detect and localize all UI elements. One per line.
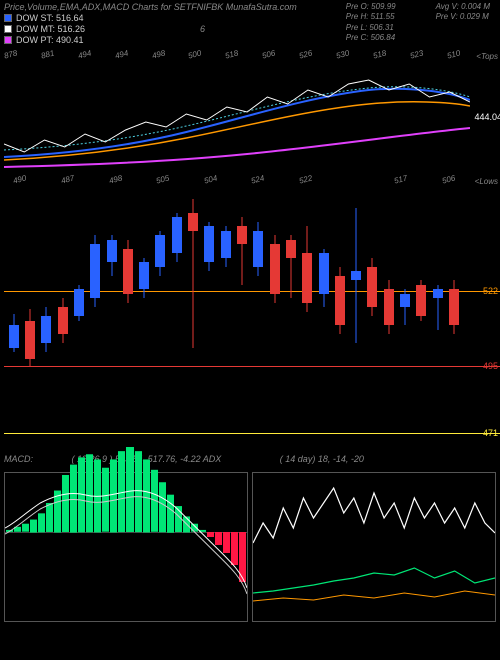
- x-tick-label: 487: [60, 173, 75, 185]
- x-tick-label: 500: [188, 48, 203, 60]
- pre-vol: Pre V: 0.029 M: [436, 12, 490, 22]
- x-tick-label: 494: [77, 48, 92, 60]
- legend-color-box: [4, 14, 12, 22]
- candle-x-axis: 490 487 498 505 504 524 522 517 506: [4, 175, 470, 187]
- macd-label: MACD:: [4, 454, 33, 464]
- candlestick-panel: <Lows 490487498505504524522517506 522495…: [4, 175, 470, 425]
- pre-low: Pre L: 506.31: [346, 23, 396, 33]
- x-tick-label: 504: [203, 173, 218, 185]
- x-tick-label: 530: [335, 48, 350, 60]
- x-tick-label: 505: [155, 173, 170, 185]
- pre-close: Pre C: 506.84: [346, 33, 396, 43]
- pre-high: Pre H: 511.55: [346, 12, 396, 22]
- legend-color-box: [4, 36, 12, 44]
- x-tick-label: 522: [298, 173, 313, 185]
- bottom-panels: [0, 472, 500, 622]
- x-tick-label: 526: [298, 48, 313, 60]
- avg-vol: Avg V: 0.004 M: [436, 2, 490, 12]
- price-annotation: 444.04: [474, 112, 500, 122]
- upper-x-axis: 878 881 494 494 498 500 518 506 526 530 518 523 510: [4, 50, 470, 62]
- legend-label: DOW ST: 516.64: [16, 13, 84, 23]
- reference-line: [4, 433, 500, 434]
- x-tick-label: 518: [224, 48, 239, 60]
- x-tick-label: 498: [151, 48, 166, 60]
- adx-panel: [252, 472, 496, 622]
- legend-color-box: [4, 25, 12, 33]
- macd-signal-lines: [5, 473, 247, 621]
- pre-open: Pre O: 509.99: [346, 2, 396, 12]
- reference-line-label: 495: [483, 361, 498, 371]
- candle-area: 522495471: [4, 190, 470, 415]
- adx-lines: [253, 473, 495, 621]
- x-tick-label: 494: [114, 48, 129, 60]
- reference-line-label: 522: [483, 286, 498, 296]
- x-tick-label: 498: [108, 173, 123, 185]
- header-stats: Pre O: 509.99 Pre H: 511.55 Pre L: 506.3…: [346, 2, 490, 44]
- ema-panel: 878881494494498500518506526530518523510 …: [4, 50, 470, 175]
- legend-label: DOW MT: 516.26: [16, 24, 85, 34]
- x-tick-label: 523: [409, 48, 424, 60]
- x-tick-label: 878: [3, 48, 18, 60]
- x-tick-label: 881: [40, 48, 55, 60]
- x-tick-label: 506: [441, 173, 456, 185]
- x-tick-label: 517: [393, 173, 408, 185]
- lows-tag: <Lows: [475, 177, 498, 186]
- macd-panel: [4, 472, 248, 622]
- x-tick-label: 510: [446, 48, 461, 60]
- x-tick-label: 518: [372, 48, 387, 60]
- reference-line: [4, 366, 500, 367]
- legend-label: DOW PT: 490.41: [16, 35, 84, 45]
- ema-lines: [4, 62, 470, 172]
- extra-label: 6: [200, 24, 205, 34]
- x-tick-label: 524: [251, 173, 266, 185]
- x-tick-label: 490: [12, 173, 27, 185]
- adx-values: ( 14 day) 18, -14, -20: [280, 454, 364, 464]
- reference-line-label: 471: [483, 428, 498, 438]
- tops-tag: <Tops: [476, 52, 498, 61]
- x-tick-label: 506: [261, 48, 276, 60]
- chart-header: Price,Volume,EMA,ADX,MACD Charts for SET…: [0, 0, 500, 50]
